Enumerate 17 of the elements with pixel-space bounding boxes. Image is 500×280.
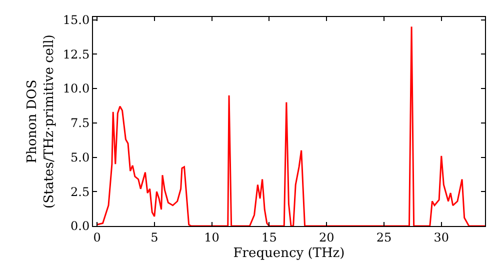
x-tick-label: 25 xyxy=(376,230,392,244)
x-tick-label: 10 xyxy=(204,230,220,244)
y-tick-label: 2.5 xyxy=(70,184,90,199)
y-tick-label: 5.0 xyxy=(70,150,90,164)
x-axis-title: Frequency (THz) xyxy=(233,246,345,261)
y-tick-label: 0.0 xyxy=(70,219,90,234)
y-tick-label: 10.0 xyxy=(62,82,90,96)
x-tick-label: 20 xyxy=(318,230,334,244)
y-axis-title: Phonon DOS (States/THz·primitive cell) xyxy=(24,34,57,209)
y-tick-label: 12.5 xyxy=(62,47,90,62)
y-tick-label: 7.5 xyxy=(70,116,90,130)
x-tick-label: 30 xyxy=(434,230,450,244)
x-tick-label: 5 xyxy=(150,230,158,244)
x-tick-label: 0 xyxy=(93,230,101,244)
x-tick-label: 15 xyxy=(262,230,277,244)
y-tick-label: 15.0 xyxy=(62,12,90,27)
line-series xyxy=(96,26,485,226)
